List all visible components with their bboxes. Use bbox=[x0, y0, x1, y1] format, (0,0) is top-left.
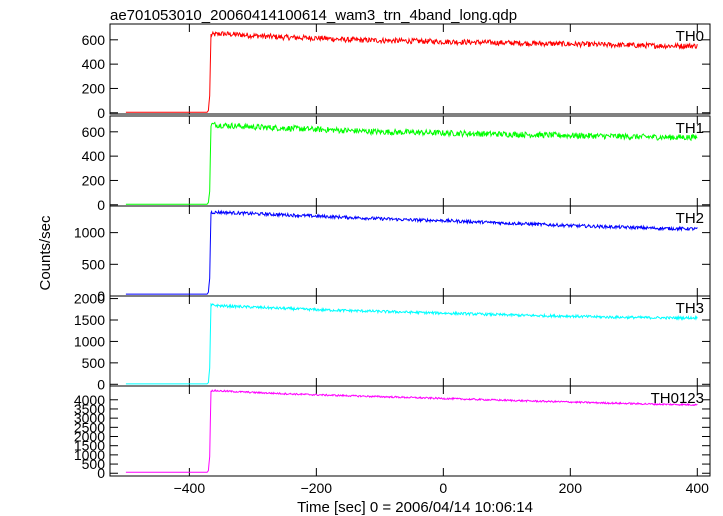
y-tick-label: 1000 bbox=[74, 333, 105, 349]
y-tick-label: 200 bbox=[82, 172, 106, 188]
chart-title: ae701053010_20060414100614_wam3_trn_4ban… bbox=[110, 7, 517, 24]
x-tick-label: 200 bbox=[559, 480, 583, 496]
x-tick-label: −400 bbox=[174, 480, 206, 496]
y-tick-label: 0 bbox=[97, 465, 105, 481]
y-tick-label: 500 bbox=[82, 456, 106, 472]
y-tick-label: 1500 bbox=[74, 438, 105, 454]
y-tick-label: 1500 bbox=[74, 312, 105, 328]
y-tick-label: 2000 bbox=[74, 291, 105, 307]
y-tick-label: 2500 bbox=[74, 419, 105, 435]
series-line-th1 bbox=[125, 121, 698, 205]
y-tick-label: 4000 bbox=[74, 392, 105, 408]
y-tick-label: 400 bbox=[82, 56, 106, 72]
y-tick-label: 0 bbox=[97, 376, 105, 392]
series-line-th3 bbox=[125, 302, 698, 385]
series-label-th0123: TH0123 bbox=[651, 390, 704, 407]
y-tick-label: 600 bbox=[82, 32, 106, 48]
x-tick-label: 400 bbox=[686, 480, 710, 496]
y-tick-label: 3000 bbox=[74, 410, 105, 426]
panel-frame-th0123 bbox=[109, 385, 711, 477]
panel-frame-th1 bbox=[109, 115, 711, 207]
series-label-th3: TH3 bbox=[676, 300, 704, 317]
x-tick-label: −200 bbox=[301, 480, 333, 496]
x-axis-label: Time [sec] 0 = 2006/04/14 10:06:14 bbox=[297, 499, 533, 516]
panel-frame-th3 bbox=[109, 295, 711, 387]
y-tick-label: 400 bbox=[82, 148, 106, 164]
y-tick-label: 0 bbox=[97, 197, 105, 213]
y-tick-label: 1000 bbox=[74, 225, 105, 241]
y-axis-label: Counts/sec bbox=[37, 215, 54, 291]
series-label-th1: TH1 bbox=[676, 120, 704, 137]
y-tick-label: 2000 bbox=[74, 429, 105, 445]
series-label-th0: TH0 bbox=[676, 28, 704, 45]
y-tick-label: 0 bbox=[97, 288, 105, 304]
series-line-th0 bbox=[125, 30, 698, 113]
series-label-th2: TH2 bbox=[676, 210, 704, 227]
y-tick-label: 0 bbox=[97, 105, 105, 121]
panel-frame-th0 bbox=[109, 23, 711, 115]
series-line-th2 bbox=[125, 209, 698, 295]
y-tick-label: 500 bbox=[82, 256, 106, 272]
y-tick-label: 500 bbox=[82, 355, 106, 371]
series-line-th0123 bbox=[125, 389, 698, 473]
y-tick-label: 600 bbox=[82, 124, 106, 140]
y-tick-label: 3500 bbox=[74, 401, 105, 417]
y-tick-label: 200 bbox=[82, 80, 106, 96]
x-tick-label: 0 bbox=[439, 480, 447, 496]
y-tick-label: 1000 bbox=[74, 447, 105, 463]
